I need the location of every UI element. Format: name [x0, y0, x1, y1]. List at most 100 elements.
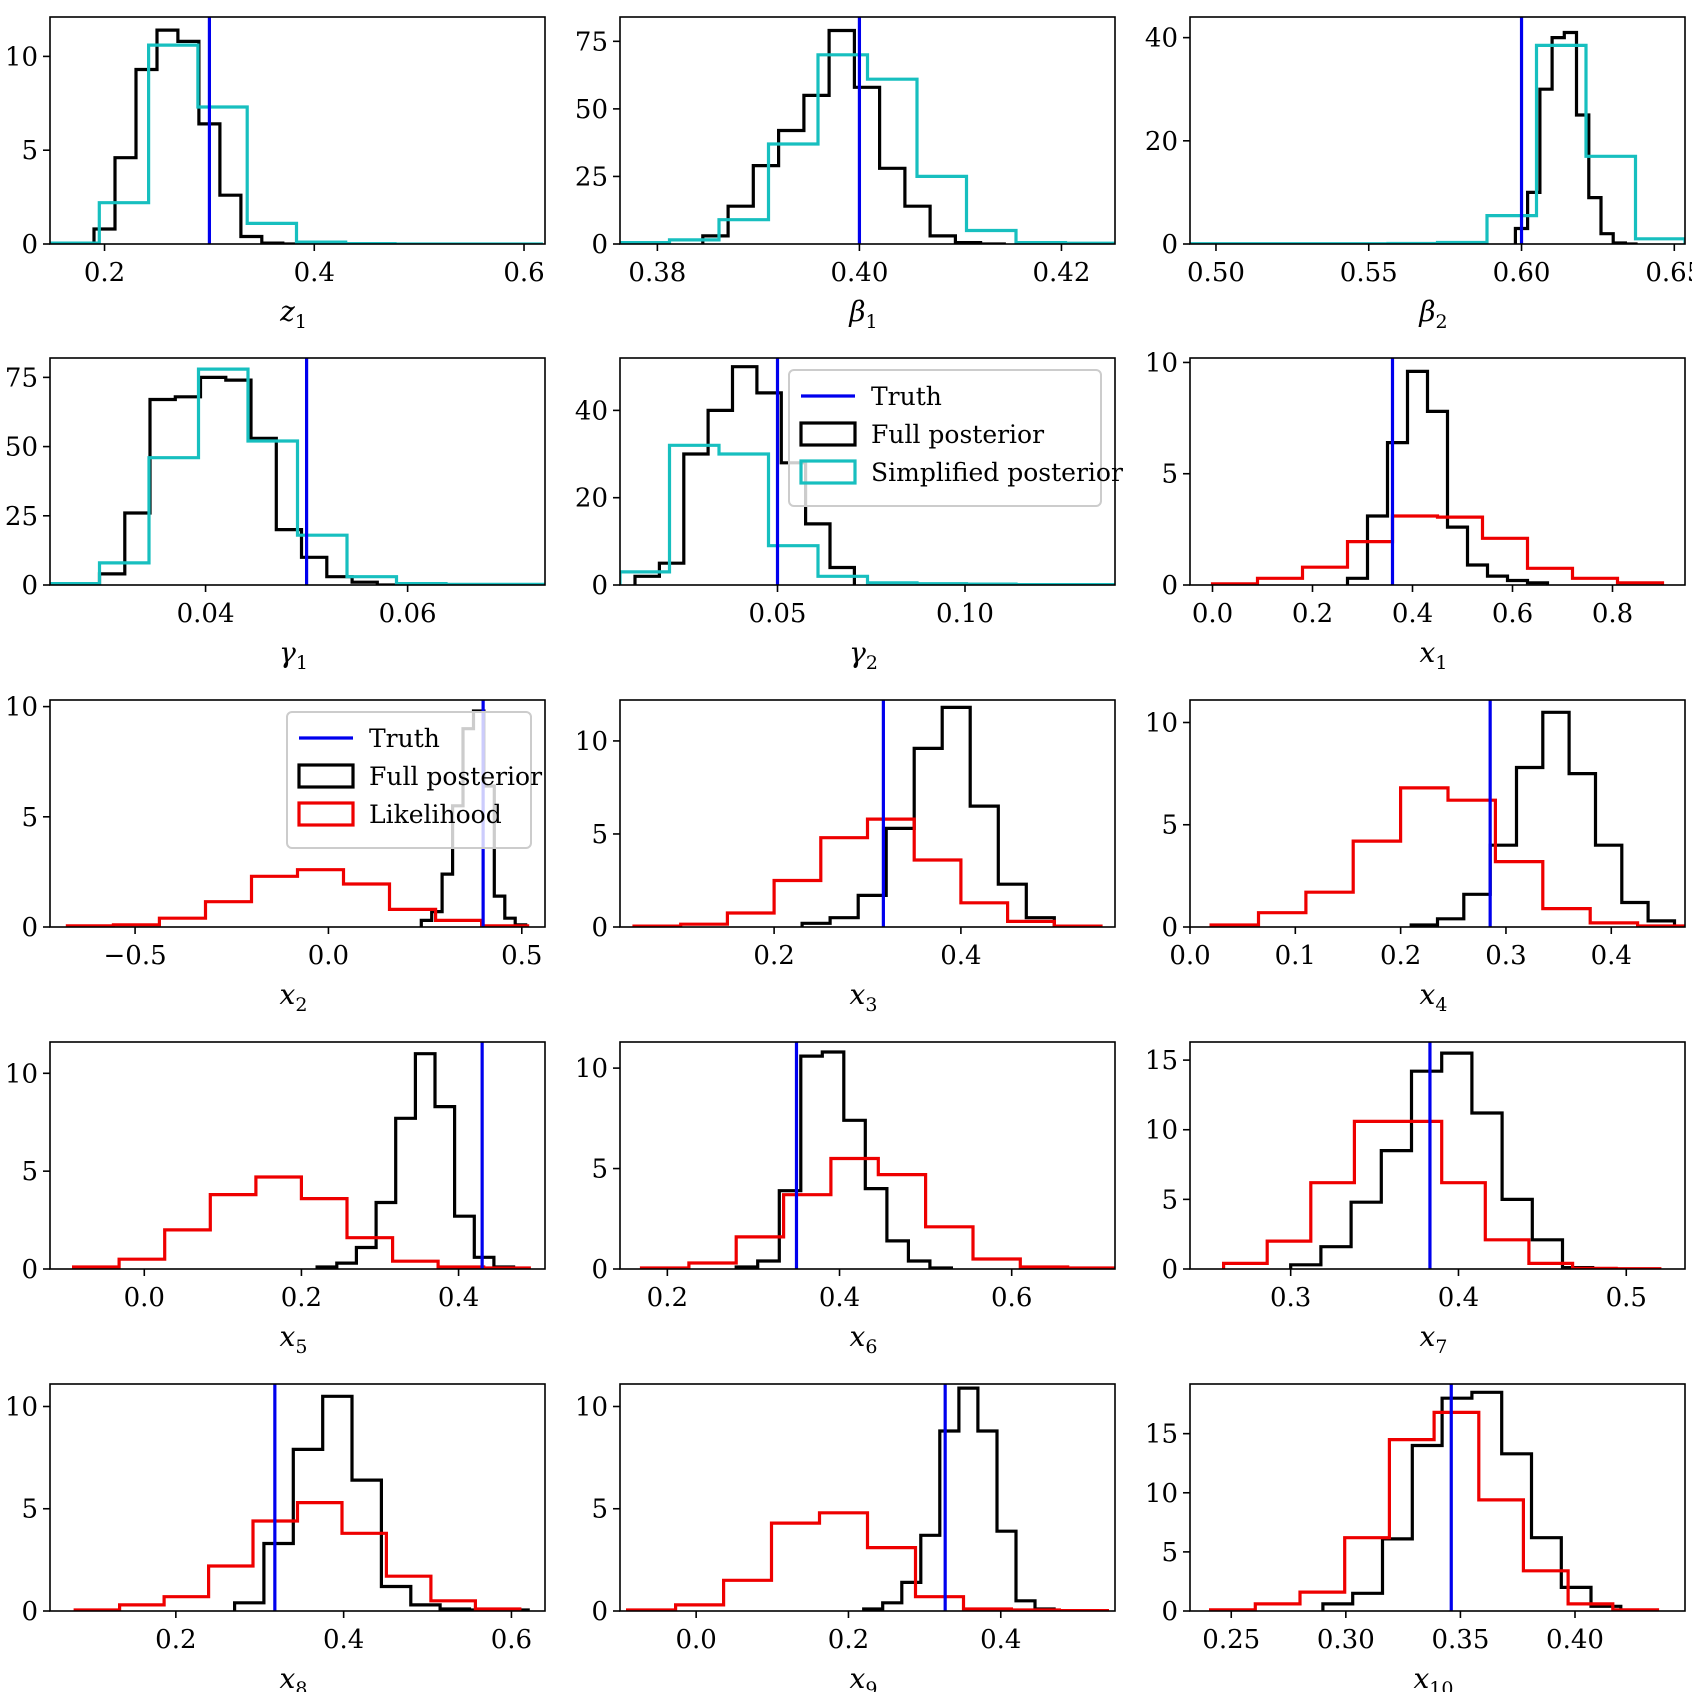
- subplot-9: 0.0 0.1 0.2 0.3 0.4 0 5 10 x4: [1145, 699, 1686, 1016]
- x-tick-label: 0.3: [1485, 941, 1526, 971]
- axis-label-subscript: 2: [295, 994, 307, 1016]
- histogram-likelihood: [1209, 1410, 1660, 1611]
- legend-swatch-full-posterior: [297, 763, 355, 789]
- histogram-likelihood: [1210, 514, 1665, 585]
- plot-area: [1222, 1042, 1662, 1269]
- histogram-full-posterior: [1289, 1051, 1595, 1269]
- legend-box: [286, 711, 532, 849]
- legend-label: Likelihood: [369, 800, 502, 829]
- x-tick-label: 0.6: [491, 1625, 532, 1655]
- legend-swatch-likelihood: [297, 801, 355, 827]
- histogram-likelihood: [72, 1175, 531, 1269]
- axis-label-subscript: 2: [1436, 311, 1448, 333]
- x-tick-label: 0.2: [281, 1283, 322, 1313]
- y-tick-label: 40: [1145, 24, 1178, 54]
- y-tick-label: 75: [5, 363, 38, 393]
- y-tick-label: 0: [591, 1597, 608, 1627]
- x-tick-label: 0.40: [1546, 1625, 1604, 1655]
- axis-label-symbol: x: [280, 978, 296, 1011]
- x-axis-label: x5: [280, 1320, 308, 1358]
- x-axis-label: γ1: [279, 636, 308, 674]
- y-tick-label: 0: [21, 913, 38, 943]
- x-tick-label: 0.35: [1431, 1625, 1489, 1655]
- axis-label-symbol: x: [1420, 1320, 1436, 1353]
- y-tick-label: 5: [591, 1495, 608, 1525]
- axis-label-symbol: x: [1414, 1662, 1430, 1692]
- y-tick-label: 10: [575, 1054, 608, 1084]
- x-tick-label: 0.40: [830, 258, 888, 288]
- x-tick-label: 0.55: [1340, 258, 1398, 288]
- x-tick-label: 0.0: [1192, 599, 1233, 629]
- axes-frame: [49, 357, 546, 586]
- histogram-likelihood: [65, 868, 530, 927]
- histogram-full-posterior: [97, 375, 403, 585]
- y-tick-label: 5: [591, 820, 608, 850]
- axis-label-symbol: β: [1418, 295, 1435, 328]
- legend: Truth Full posterior Simplified posterior: [788, 369, 1123, 507]
- y-tick-label: 5: [1161, 1185, 1178, 1215]
- y-tick-label: 10: [5, 1059, 38, 1089]
- y-tick-label: 10: [575, 1392, 608, 1422]
- y-tick-label: 0: [1161, 1597, 1178, 1627]
- y-tick-label: 10: [1145, 348, 1178, 378]
- y-tick-label: 10: [575, 727, 608, 757]
- axes-frame: [619, 357, 1116, 586]
- y-tick-label: 10: [1145, 1116, 1178, 1146]
- x-tick-label: 0.60: [1493, 258, 1551, 288]
- x-tick-label: 0.4: [294, 258, 335, 288]
- x-tick-label: 0.4: [940, 941, 981, 971]
- axis-label-subscript: 6: [865, 1336, 877, 1358]
- axis-label-subscript: 4: [1435, 994, 1447, 1016]
- y-tick-label: 0: [21, 1597, 38, 1627]
- x-axis-label: x9: [850, 1662, 878, 1692]
- plot-area: [1210, 358, 1665, 585]
- y-tick-label: 20: [1145, 127, 1178, 157]
- x-tick-label: 0.65: [1645, 258, 1692, 288]
- x-tick-label: 0.1: [1275, 941, 1316, 971]
- histogram-full-posterior: [1321, 1390, 1623, 1611]
- y-tick-label: 0: [591, 1255, 608, 1285]
- y-tick-label: 5: [1161, 1538, 1178, 1568]
- x-tick-label: 0.2: [1292, 599, 1333, 629]
- x-tick-label: 0.2: [84, 258, 125, 288]
- y-tick-label: 0: [1161, 1255, 1178, 1285]
- legend-label: Full posterior: [871, 420, 1044, 449]
- axis-label-subscript: 2: [866, 652, 878, 674]
- axes-frame: [49, 699, 546, 928]
- axis-label-subscript: 1: [1435, 652, 1447, 674]
- subplot-6: 0.0 0.2 0.4 0.6 0.8 0 5 10 x1: [1145, 348, 1686, 674]
- histogram-likelihood: [626, 1511, 1109, 1611]
- x-tick-label: 0.42: [1033, 258, 1091, 288]
- x-tick-label: 0.4: [323, 1625, 364, 1655]
- axes-frame: [1189, 357, 1686, 586]
- histogram-likelihood: [73, 1501, 522, 1611]
- histogram-full-posterior: [1513, 30, 1638, 244]
- x-tick-label: 0.0: [1169, 941, 1210, 971]
- x-axis-label: β1: [848, 295, 877, 333]
- y-tick-label: 25: [5, 502, 38, 532]
- axis-label-symbol: x: [1420, 978, 1436, 1011]
- y-tick-label: 40: [575, 396, 608, 426]
- x-axis-label: z1: [279, 295, 307, 333]
- y-tick-label: 10: [5, 1392, 38, 1422]
- y-tick-label: 0: [21, 230, 38, 260]
- x-axis-label: x7: [1420, 1320, 1448, 1358]
- subplot-1: 0.2 0.4 0.6 0 5 10 z1: [5, 16, 546, 333]
- axis-label-subscript: 9: [865, 1678, 877, 1692]
- y-tick-label: 5: [591, 1155, 608, 1185]
- subplot-12: 0.3 0.4 0.5 0 5 10 15 x7: [1145, 1041, 1686, 1358]
- x-axis-label: x8: [280, 1662, 308, 1692]
- x-tick-label: −0.5: [104, 941, 167, 971]
- subplot-4: 0.04 0.06 0 25 50 75 γ1: [5, 357, 546, 674]
- subplot-3: 0.50 0.55 0.60 0.65 0 20 40 β2: [1145, 16, 1692, 333]
- axis-label-symbol: x: [850, 1320, 866, 1353]
- y-tick-label: 15: [1145, 1046, 1178, 1076]
- axes-frame: [619, 1383, 1116, 1612]
- x-tick-label: 0.30: [1317, 1625, 1375, 1655]
- x-axis-label: x3: [850, 978, 878, 1016]
- legend: Truth Full posterior Likelihood: [286, 711, 542, 849]
- x-axis-label: x1: [1420, 636, 1448, 674]
- plot-area: [1209, 1384, 1660, 1611]
- axis-label-subscript: 1: [866, 311, 878, 333]
